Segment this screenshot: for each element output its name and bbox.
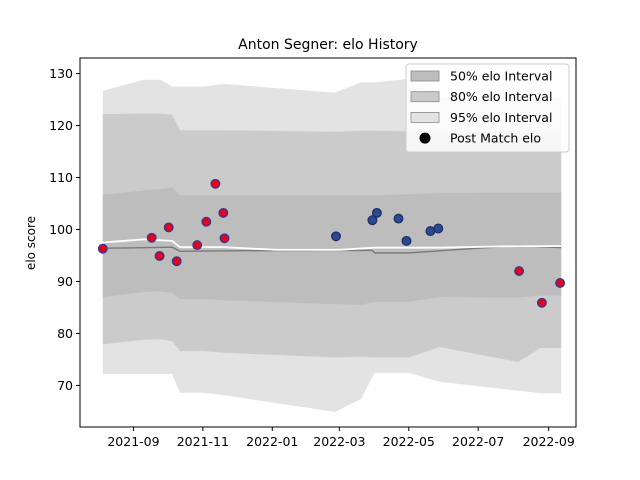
mean-elo-line — [102, 244, 562, 254]
legend-label-1: 80% elo Interval — [450, 89, 552, 104]
post-match-point-10 — [331, 231, 341, 242]
axes: 70 80 90 100 110 120 130 2021-09 2021-11 2022-01 2… — [49, 57, 577, 449]
post-match-point-6 — [201, 216, 212, 227]
post-match-point-16 — [433, 223, 444, 234]
x-tick-label-5: 2022-07 — [452, 434, 504, 449]
x-tick-label-2: 2022-01 — [246, 434, 298, 449]
x-tick-label-0: 2021-09 — [107, 434, 159, 449]
legend-swatch-2 — [410, 112, 440, 123]
post-match-point-4 — [171, 256, 182, 267]
legend-box — [405, 63, 570, 153]
chart-title: Anton Segner: elo History — [238, 37, 418, 53]
x-tick-label-3: 2022-03 — [313, 434, 365, 449]
post-match-point-14 — [401, 235, 412, 246]
post-match-point-12 — [371, 207, 382, 218]
interval-band-2 — [102, 187, 562, 305]
legend: 50% elo Interval 80% elo Interval 95% elo … — [405, 63, 570, 153]
plot-area — [97, 78, 566, 412]
post-match-point-9 — [219, 233, 230, 244]
legend-marker-3 — [419, 132, 431, 144]
legend-label-2: 95% elo Interval — [450, 110, 552, 125]
post-match-point-2 — [154, 251, 165, 261]
x-tick-label-1: 2021-11 — [177, 434, 229, 449]
post-match-point-0 — [97, 243, 108, 254]
post-match-point-11 — [367, 215, 378, 226]
y-tick-label-2: 90 — [57, 274, 73, 289]
post-match-point-3 — [163, 222, 174, 233]
y-tick-label-1: 80 — [57, 326, 73, 341]
y-tick-label-5: 120 — [49, 118, 73, 133]
legend-swatch-0 — [410, 70, 440, 82]
post-match-point-7 — [210, 178, 221, 189]
axes-frame — [79, 57, 577, 428]
y-axis-label: elo score — [24, 216, 38, 270]
legend-swatch-1 — [410, 91, 440, 103]
legend-label-0: 50% elo Interval — [450, 69, 552, 84]
post-match-point-5 — [192, 240, 203, 251]
post-match-point-13 — [393, 213, 404, 224]
post-match-point-8 — [218, 207, 229, 218]
x-tick-label-4: 2022-05 — [383, 434, 435, 449]
post-match-point-18 — [536, 297, 547, 308]
post-match-point-1 — [146, 232, 157, 243]
post-match-point-17 — [514, 266, 525, 277]
y-tick-label-4: 110 — [49, 170, 73, 185]
legend-label-3: Post Match elo — [450, 131, 541, 146]
post-match-point-19 — [555, 278, 566, 288]
y-tick-label-6: 130 — [49, 66, 73, 81]
y-tick-label-0: 70 — [57, 378, 73, 393]
median-elo-line — [102, 238, 562, 251]
x-tick-label-6: 2022-09 — [523, 434, 575, 449]
y-tick-label-3: 100 — [49, 222, 73, 237]
